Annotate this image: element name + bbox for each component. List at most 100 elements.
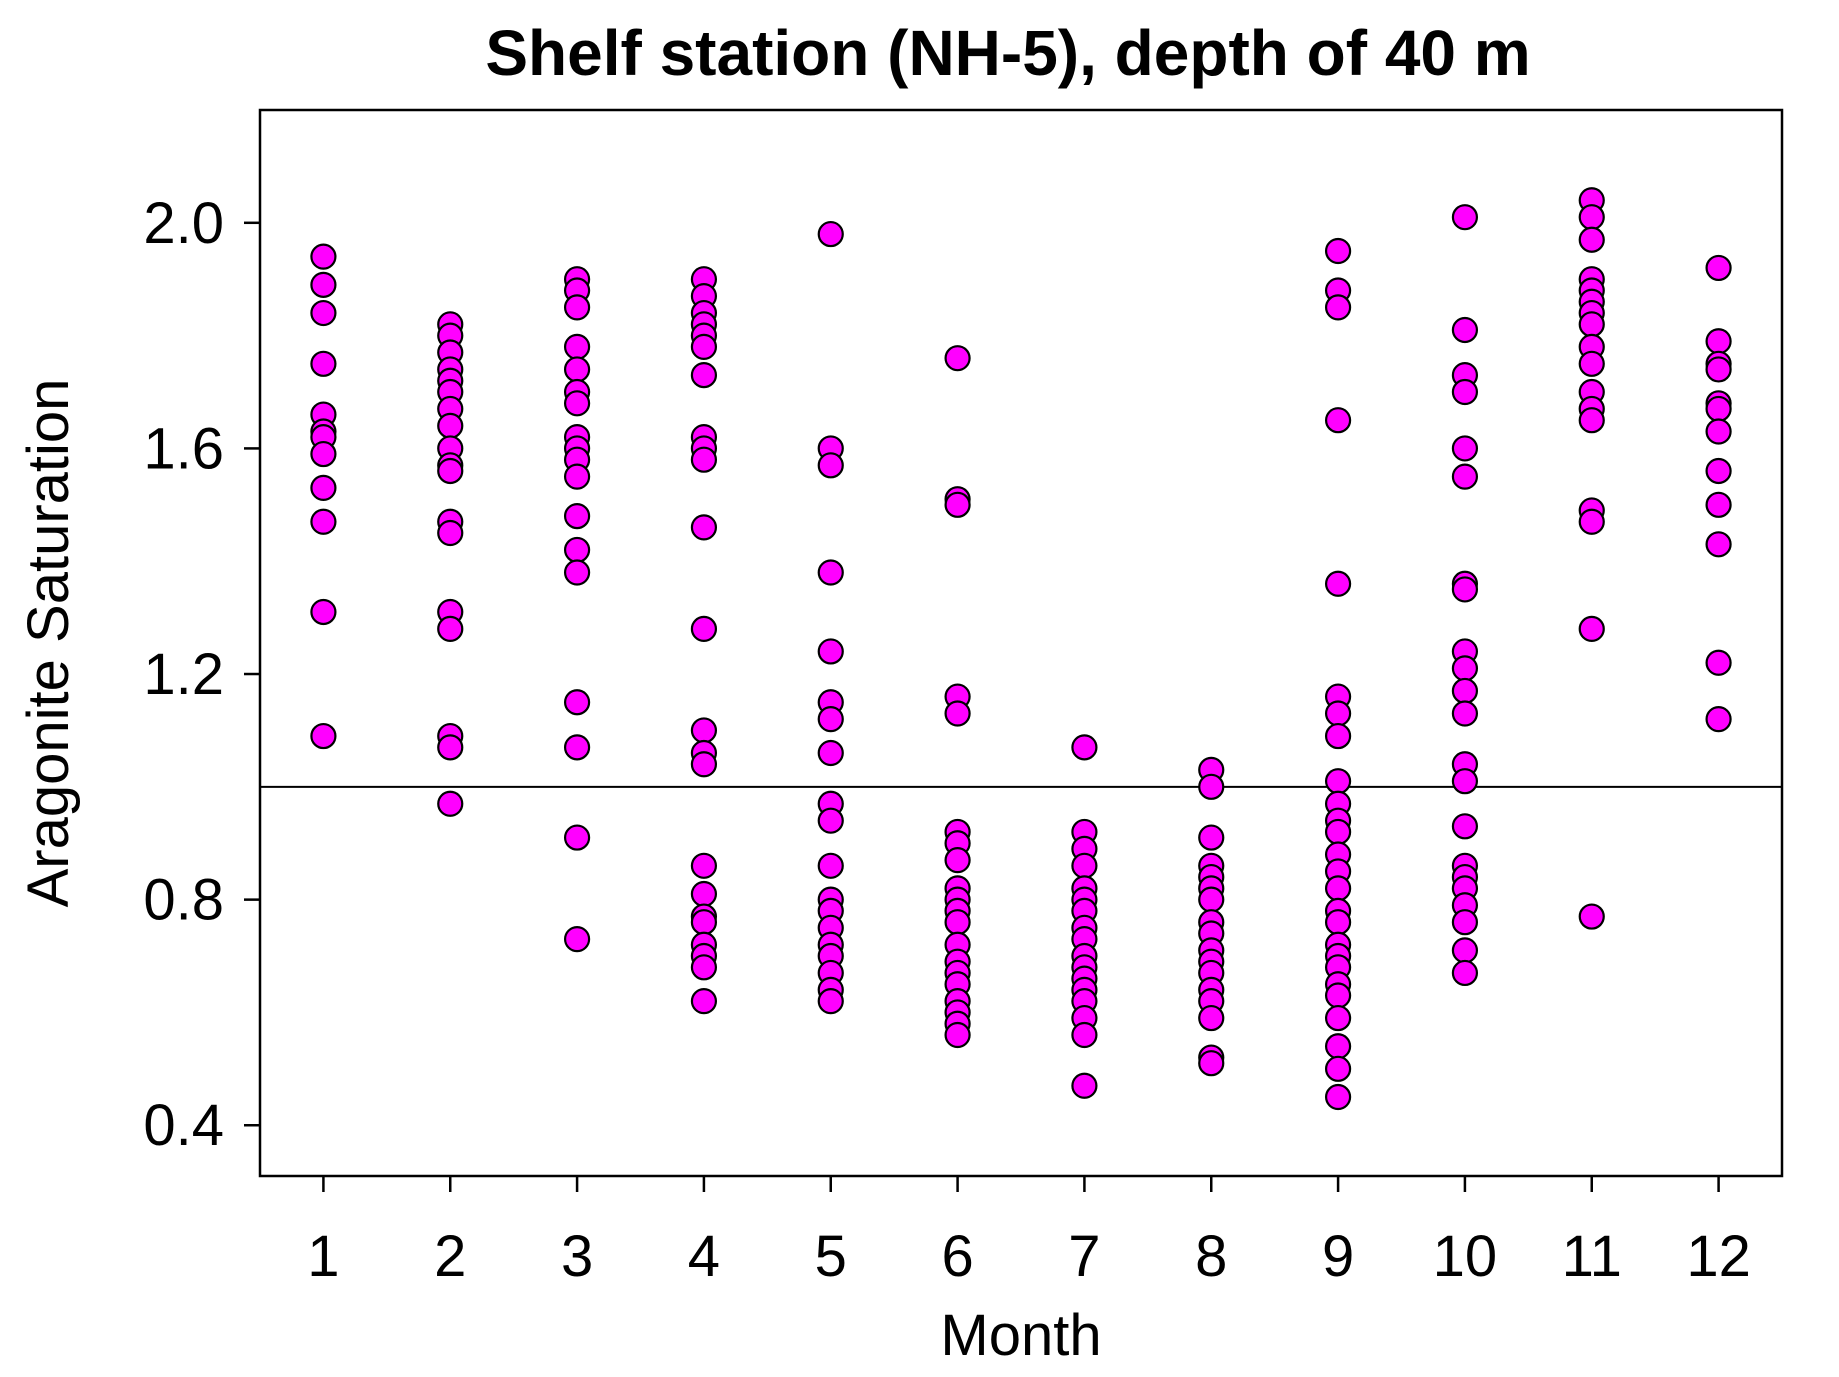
data-point: [1451, 937, 1479, 964]
data-point: [1705, 356, 1732, 383]
x-tick-label: 12: [1686, 1224, 1751, 1289]
data-point: [1451, 700, 1479, 727]
data-point: [1451, 813, 1479, 840]
y-tick-label: 1.6: [143, 416, 224, 481]
data-point: [1324, 982, 1352, 1009]
y-tick-label: 0.8: [143, 868, 224, 933]
x-tick-label: 9: [1322, 1224, 1354, 1289]
data-point: [1705, 328, 1732, 355]
data-point: [310, 722, 337, 750]
data-point: [1578, 350, 1605, 377]
data-point: [1198, 1050, 1225, 1077]
data-point: [817, 559, 844, 586]
data-point: [437, 790, 464, 817]
data-point: [690, 880, 718, 908]
x-tick-label: 8: [1195, 1224, 1227, 1289]
data-point: [1324, 407, 1352, 434]
data-point: [1324, 1033, 1352, 1060]
data-point: [437, 519, 464, 547]
data-point: [310, 440, 337, 468]
data-point: [690, 615, 718, 642]
data-point: [690, 954, 718, 981]
data-point: [1324, 1004, 1352, 1032]
x-axis: 1 2 3 4 5 6 7 8 9 10 11 12: [307, 1176, 1751, 1289]
data-point: [1705, 706, 1732, 733]
y-axis-label: Aragonite Saturation: [16, 379, 81, 908]
data-point: [1705, 254, 1732, 282]
y-axis: 0.4 0.8 1.2 1.6 2.0: [143, 191, 260, 1158]
data-point: [563, 536, 591, 564]
data-point: [1324, 768, 1352, 795]
data-point: [1578, 508, 1605, 535]
data-point: [817, 852, 844, 879]
x-tick-label: 3: [561, 1224, 593, 1289]
data-point: [1705, 395, 1732, 423]
data-point: [563, 502, 591, 530]
data-point: [944, 345, 971, 372]
data-point: [1071, 852, 1098, 879]
data-point: [563, 926, 591, 953]
data-point: [944, 847, 971, 874]
y-tick-label: 2.0: [143, 191, 224, 256]
data-point: [310, 508, 337, 535]
data-point: [944, 909, 971, 936]
data-point: [817, 638, 844, 665]
x-tick-label: 1: [307, 1224, 339, 1289]
data-point: [690, 514, 718, 541]
data-point: [1324, 818, 1352, 846]
data-point: [817, 807, 844, 834]
data-point: [1451, 768, 1479, 795]
data-point: [690, 909, 718, 936]
data-point: [1578, 407, 1605, 434]
data-point: [817, 988, 844, 1015]
data-point: [437, 615, 464, 642]
data-point: [1324, 875, 1352, 902]
data-point: [310, 350, 337, 377]
data-point: [1324, 237, 1352, 265]
data-point: [944, 491, 971, 518]
x-tick-label: 11: [1562, 1224, 1622, 1289]
data-point: [563, 734, 591, 761]
data-point: [1324, 570, 1352, 597]
data-point: [690, 361, 718, 389]
data-point: [310, 474, 337, 501]
data-point: [1451, 204, 1479, 231]
data-point: [1324, 909, 1352, 936]
data-point: [1451, 378, 1479, 406]
plot-frame: [258, 108, 1784, 1178]
data-point: [817, 739, 844, 767]
data-point: [1578, 903, 1605, 930]
data-point: [563, 390, 591, 417]
data-point: [1451, 316, 1479, 344]
data-point: [1451, 463, 1479, 490]
data-points: [310, 187, 1732, 1111]
x-tick-label: 5: [815, 1224, 847, 1289]
data-point: [690, 717, 718, 744]
data-point: [563, 463, 591, 490]
data-point: [563, 333, 591, 360]
data-point: [1071, 1072, 1098, 1099]
data-point: [1705, 418, 1732, 445]
data-point: [1324, 1055, 1352, 1082]
data-point: [1198, 773, 1225, 800]
data-point: [1578, 204, 1605, 231]
data-point: [563, 559, 591, 586]
x-tick-label: 10: [1433, 1224, 1498, 1289]
data-point: [690, 852, 718, 879]
data-point: [1705, 649, 1732, 676]
y-tick-label: 1.2: [143, 642, 224, 707]
x-axis-label: Month: [940, 1303, 1101, 1368]
data-point: [310, 598, 337, 626]
data-point: [1071, 734, 1098, 761]
data-point: [1578, 226, 1605, 253]
data-point: [1705, 491, 1732, 518]
data-point: [1451, 677, 1479, 705]
x-tick-label: 7: [1068, 1224, 1100, 1289]
data-point: [1324, 700, 1352, 727]
data-point: [817, 706, 844, 733]
data-point: [944, 1021, 971, 1049]
x-tick-label: 4: [688, 1224, 720, 1289]
data-point: [817, 452, 844, 479]
data-point: [310, 271, 337, 298]
